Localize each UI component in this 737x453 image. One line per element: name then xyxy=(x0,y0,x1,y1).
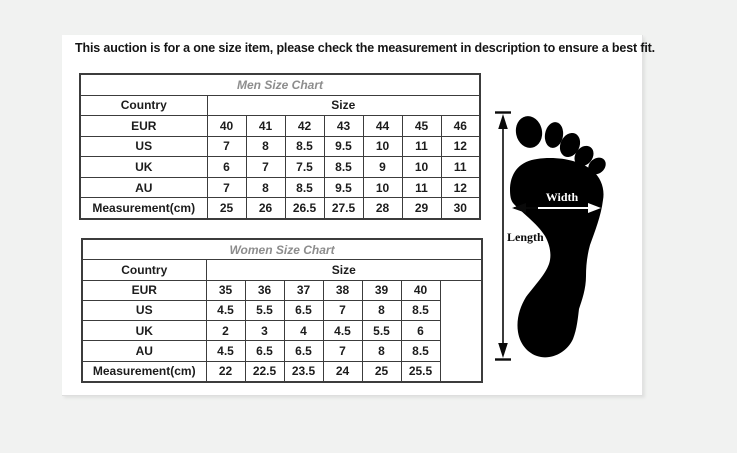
size-value-cell: 25.5 xyxy=(400,360,441,383)
size-value-cell: 22 xyxy=(205,360,246,383)
size-value-cell: 7 xyxy=(245,156,286,178)
size-value-cell: 42 xyxy=(284,115,325,137)
size-value-cell: 46 xyxy=(440,115,481,137)
size-value-cell: 6.5 xyxy=(283,340,324,362)
size-value-cell: 5.5 xyxy=(361,320,402,342)
size-value-cell: 9.5 xyxy=(323,135,364,158)
size-value-cell: 8.5 xyxy=(284,135,325,158)
size-value-cell: 5.5 xyxy=(244,299,285,322)
size-value-cell: 12 xyxy=(440,135,481,158)
size-value-cell: 43 xyxy=(323,115,364,137)
size-value-cell: 3 xyxy=(244,320,285,342)
men-size-table: Men Size Chart Country Size EUR 40 41 42 43 44 45… xyxy=(79,73,482,220)
size-value-cell: 24 xyxy=(322,360,363,383)
row-label: UK xyxy=(79,156,208,178)
size-value-cell: 39 xyxy=(361,279,402,301)
length-label: Length xyxy=(507,230,544,244)
fourth-toe xyxy=(574,145,594,167)
width-label: Width xyxy=(546,190,579,204)
table-title: Men Size Chart xyxy=(79,73,481,96)
auction-notice: This auction is for a one size item, ple… xyxy=(75,41,656,55)
country-header: Country xyxy=(79,94,208,117)
row-label: Measurement(cm) xyxy=(79,197,208,220)
size-value-cell: 8.5 xyxy=(400,299,441,322)
size-value-cell: 6 xyxy=(400,320,441,342)
row-label: US xyxy=(79,135,208,158)
size-value-cell: 25 xyxy=(361,360,402,383)
row-label: EUR xyxy=(81,279,207,301)
width-arrow xyxy=(512,203,601,213)
size-value-cell: 7.5 xyxy=(284,156,325,178)
size-value-cell: 10 xyxy=(362,176,403,199)
size-value-cell: 23.5 xyxy=(283,360,324,383)
size-header: Size xyxy=(205,259,483,281)
empty-cell xyxy=(439,279,483,383)
size-value-cell: 8.5 xyxy=(284,176,325,199)
size-value-cell: 6.5 xyxy=(244,340,285,362)
size-value-cell: 11 xyxy=(401,135,442,158)
women-size-table: Women Size Chart Country Size EUR 35 36 37 38 39… xyxy=(81,238,484,383)
size-value-cell: 27.5 xyxy=(323,197,364,220)
size-value-cell: 10 xyxy=(362,135,403,158)
size-value-cell: 40 xyxy=(206,115,247,137)
size-value-cell: 12 xyxy=(440,176,481,199)
third-toe xyxy=(559,132,581,158)
size-value-cell: 25 xyxy=(206,197,247,220)
size-value-cell: 45 xyxy=(401,115,442,137)
size-value-cell: 11 xyxy=(401,176,442,199)
pinky-toe xyxy=(588,157,606,175)
size-value-cell: 26 xyxy=(245,197,286,220)
size-value-cell: 6 xyxy=(206,156,247,178)
size-value-cell: 30 xyxy=(440,197,481,220)
table-title: Women Size Chart xyxy=(81,238,483,261)
foot-measurement-diagram: Width Length xyxy=(495,111,606,361)
size-value-cell: 9.5 xyxy=(323,176,364,199)
size-value-cell: 29 xyxy=(401,197,442,220)
size-value-cell: 7 xyxy=(322,299,363,322)
size-value-cell: 8 xyxy=(245,176,286,199)
size-value-cell: 26.5 xyxy=(284,197,325,220)
size-value-cell: 40 xyxy=(400,279,441,301)
size-value-cell: 37 xyxy=(283,279,324,301)
size-value-cell: 44 xyxy=(362,115,403,137)
big-toe xyxy=(515,116,543,148)
row-label: US xyxy=(81,299,207,322)
size-value-cell: 41 xyxy=(245,115,286,137)
content-panel: This auction is for a one size item, ple… xyxy=(62,35,656,396)
size-value-cell: 6.5 xyxy=(283,299,324,322)
size-value-cell: 28 xyxy=(362,197,403,220)
size-value-cell: 4 xyxy=(283,320,324,342)
size-value-cell: 7 xyxy=(206,176,247,199)
size-value-cell: 8 xyxy=(361,340,402,362)
foot-sole xyxy=(510,158,604,358)
size-value-cell: 4.5 xyxy=(205,340,246,362)
size-value-cell: 8 xyxy=(245,135,286,158)
row-label: EUR xyxy=(79,115,208,137)
row-label: AU xyxy=(81,340,207,362)
size-value-cell: 11 xyxy=(440,156,481,178)
row-label: Measurement(cm) xyxy=(81,360,207,383)
row-label: AU xyxy=(79,176,208,199)
size-value-cell: 7 xyxy=(206,135,247,158)
size-value-cell: 22.5 xyxy=(244,360,285,383)
size-value-cell: 7 xyxy=(322,340,363,362)
size-value-cell: 10 xyxy=(401,156,442,178)
size-value-cell: 8.5 xyxy=(323,156,364,178)
size-value-cell: 2 xyxy=(205,320,246,342)
length-arrow xyxy=(495,111,511,361)
size-value-cell: 38 xyxy=(322,279,363,301)
second-toe xyxy=(544,122,564,148)
size-value-cell: 8 xyxy=(361,299,402,322)
size-value-cell: 4.5 xyxy=(322,320,363,342)
size-value-cell: 36 xyxy=(244,279,285,301)
country-header: Country xyxy=(81,259,207,281)
size-value-cell: 4.5 xyxy=(205,299,246,322)
size-value-cell: 9 xyxy=(362,156,403,178)
size-value-cell: 8.5 xyxy=(400,340,441,362)
size-value-cell: 35 xyxy=(205,279,246,301)
row-label: UK xyxy=(81,320,207,342)
size-header: Size xyxy=(206,94,481,117)
